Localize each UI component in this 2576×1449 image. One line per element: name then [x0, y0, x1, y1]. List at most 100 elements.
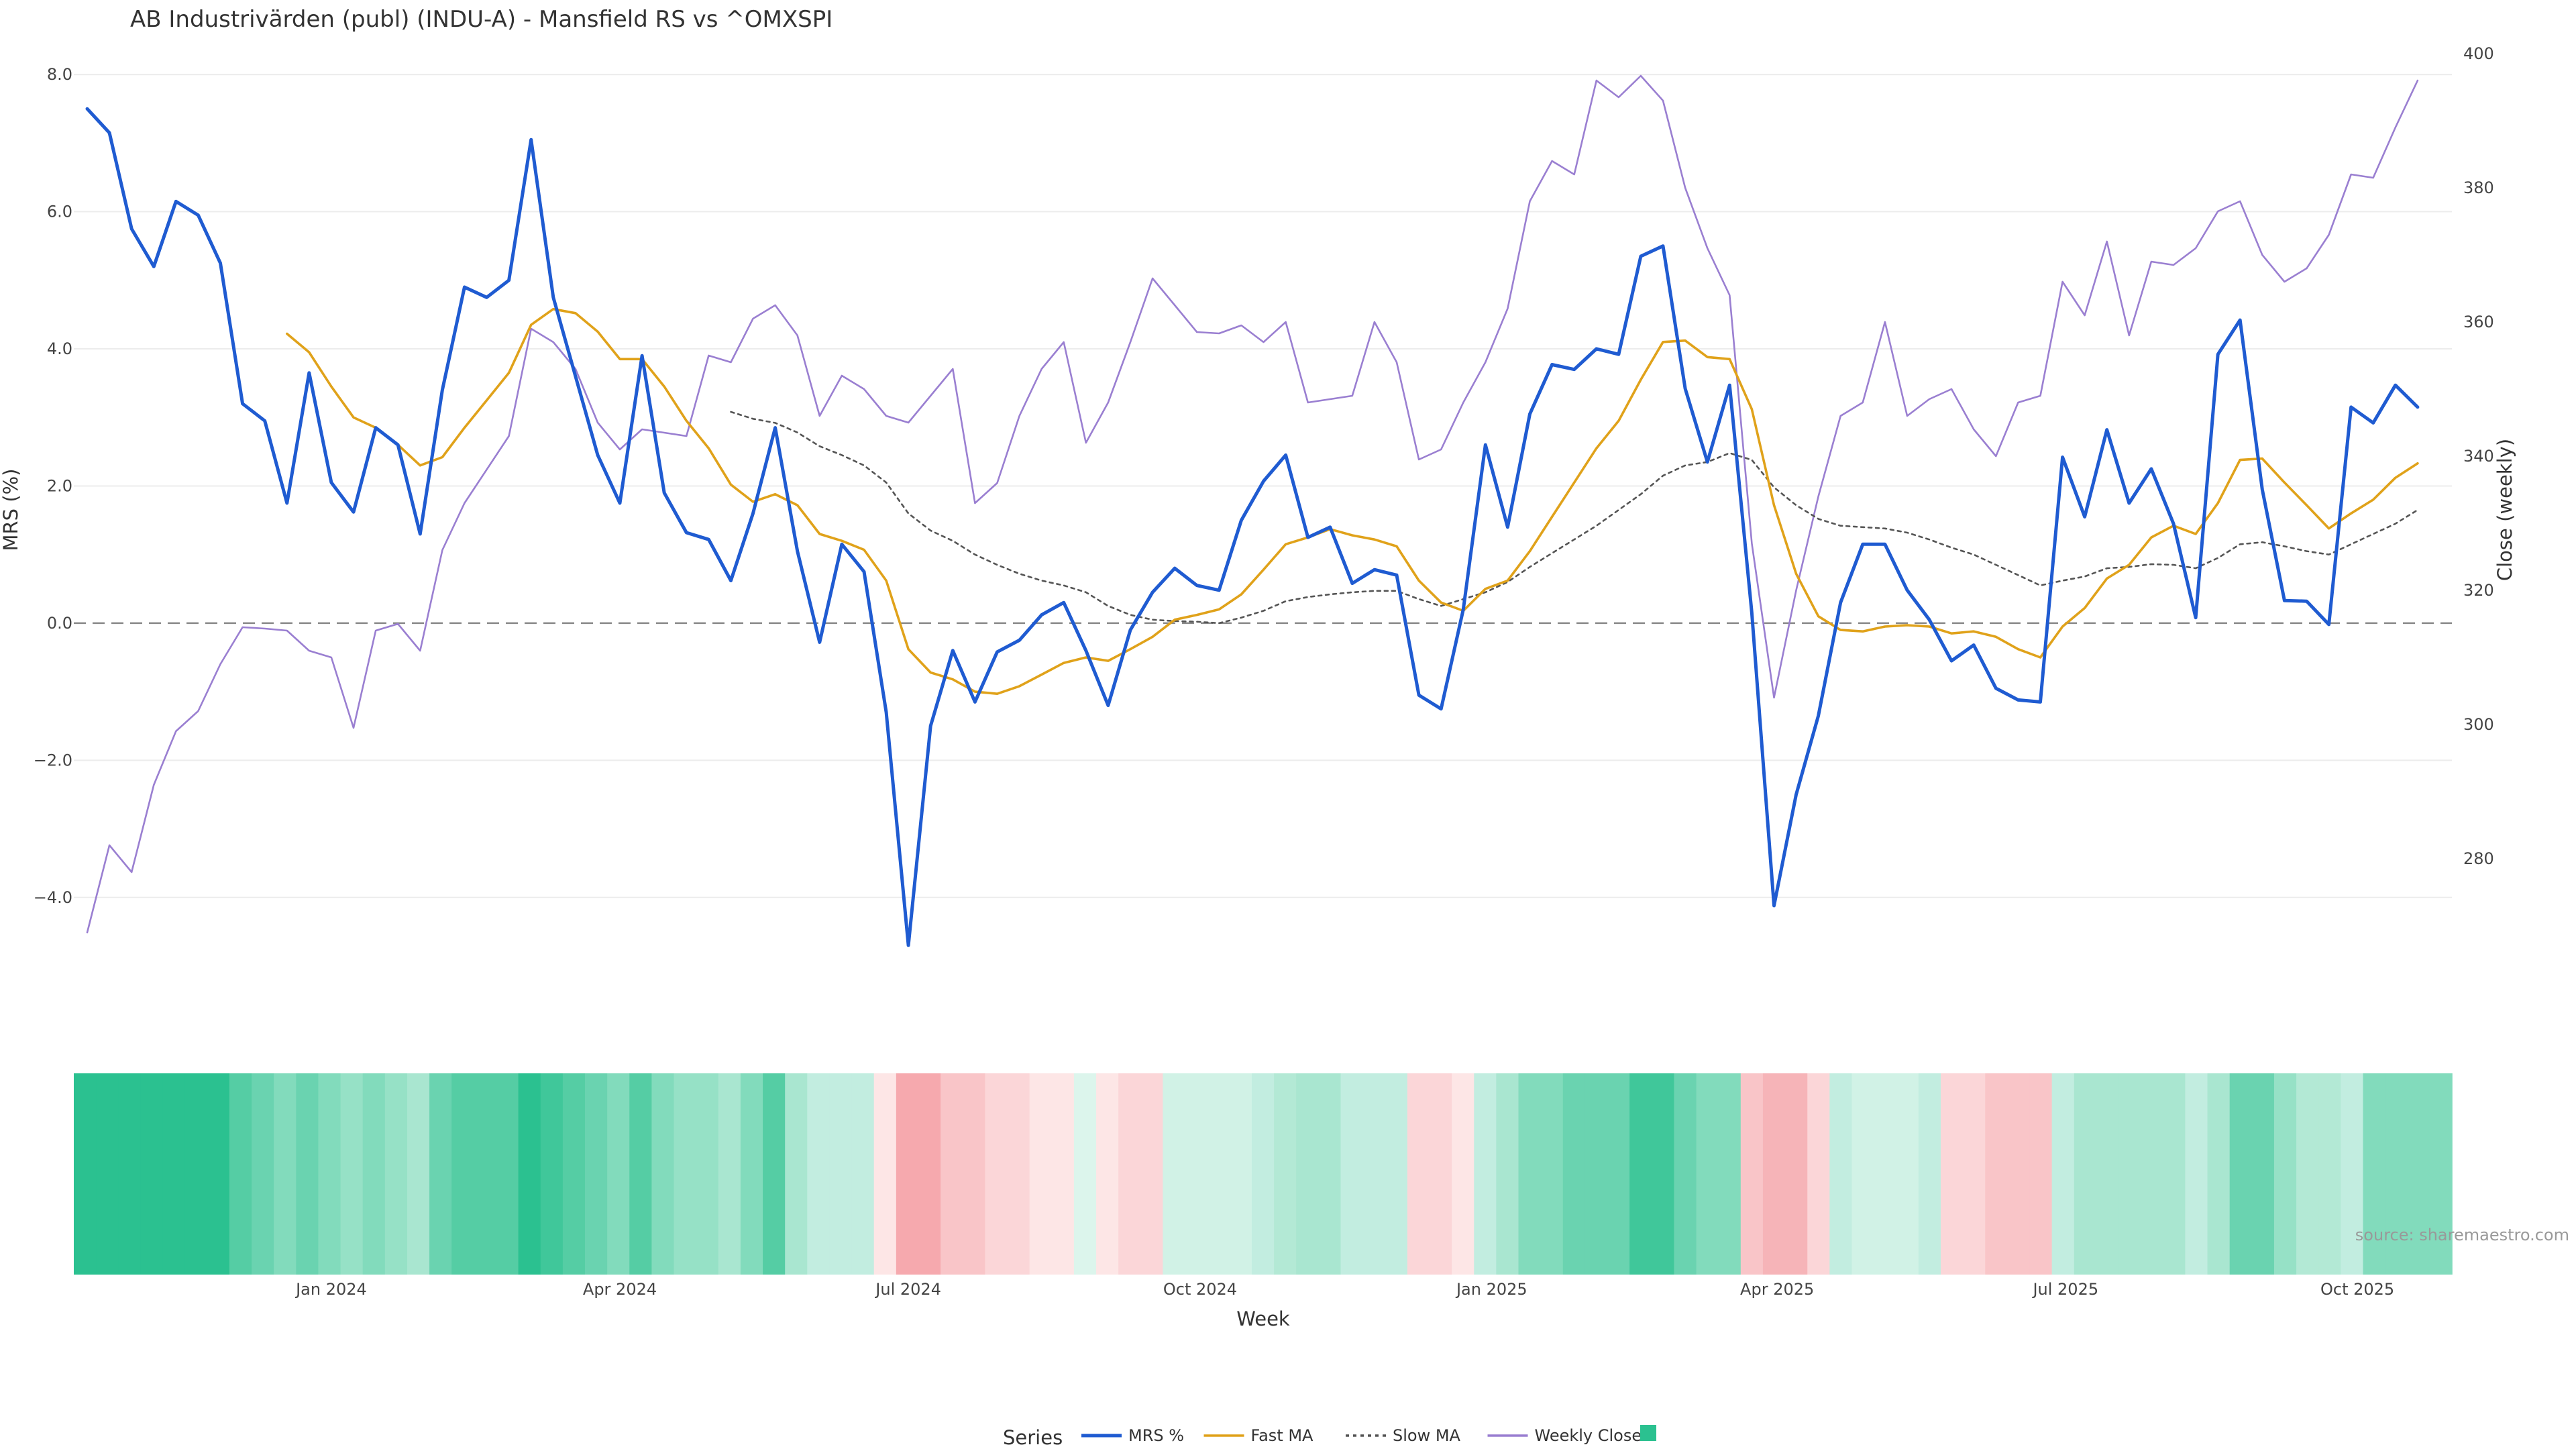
- legend: Series MRS % Fast MA Slow MA Weekly Close: [1003, 1425, 1656, 1449]
- heatmap-cell: [2096, 1073, 2119, 1275]
- gridlines: [74, 74, 2452, 898]
- heatmap-cell: [74, 1073, 97, 1275]
- heatmap-cell: [1274, 1073, 1297, 1275]
- left-axis-ticks: −4.0 −2.0 0.0 2.0 4.0 6.0 8.0: [34, 65, 72, 907]
- heatmap-cell: [2273, 1073, 2297, 1275]
- heatmap-cell: [1585, 1073, 1608, 1275]
- heatmap-cell: [985, 1073, 1008, 1275]
- heatmap-cell: [1518, 1073, 1542, 1275]
- heatmap-cell: [540, 1073, 564, 1275]
- heatmap-cell: [918, 1073, 941, 1275]
- heatmap-cell: [362, 1073, 386, 1275]
- heatmap-cell: [1540, 1073, 1564, 1275]
- heatmap-cell: [340, 1073, 364, 1275]
- x-axis-ticks: Jan 2024 Apr 2024 Jul 2024 Oct 2024 Jan 2025…: [294, 1280, 2394, 1299]
- x-tick-label: Oct 2025: [2320, 1280, 2394, 1299]
- heatmap-cell: [963, 1073, 986, 1275]
- heatmap-cell: [873, 1073, 897, 1275]
- heatmap-cell: [807, 1073, 830, 1275]
- heatmap-cell: [674, 1073, 697, 1275]
- heatmap-cell: [296, 1073, 319, 1275]
- heatmap-cell: [384, 1073, 408, 1275]
- heatmap-cell: [1140, 1073, 1164, 1275]
- y2-axis-label: Close (weekly): [2493, 439, 2516, 581]
- series-line-mrs: [85, 107, 2420, 947]
- series-line-slow-ma: [730, 411, 2419, 625]
- y-tick-label: 0.0: [47, 614, 72, 633]
- heatmap-cell: [1452, 1073, 1475, 1275]
- x-tick-label: Jan 2024: [294, 1280, 367, 1299]
- heatmap-cell: [1051, 1073, 1075, 1275]
- legend-label-fast-ma: Fast MA: [1251, 1426, 1314, 1445]
- heatmap-cell: [1362, 1073, 1386, 1275]
- y2-tick-label: 360: [2463, 313, 2494, 331]
- heatmap-cell: [1896, 1073, 1919, 1275]
- heatmap-cell: [1340, 1073, 1364, 1275]
- heatmap-cell: [1296, 1073, 1320, 1275]
- heatmap-cell: [2429, 1073, 2453, 1275]
- legend-label-mrs: MRS %: [1128, 1426, 1184, 1445]
- heatmap-cell: [1229, 1073, 1252, 1275]
- heatmap-cell: [2141, 1073, 2164, 1275]
- heatmap-cell: [207, 1073, 230, 1275]
- y-axis-label: MRS (%): [0, 469, 22, 551]
- heatmap-cell: [629, 1073, 653, 1275]
- heatmap-cell: [184, 1073, 208, 1275]
- heatmap-cell: [2118, 1073, 2141, 1275]
- source-note: source: sharemaestro.com: [2355, 1226, 2569, 1244]
- heatmap-cell: [518, 1073, 541, 1275]
- heatmap-strip: [74, 1073, 2453, 1275]
- heatmap-cell: [941, 1073, 964, 1275]
- x-tick-label: Oct 2024: [1163, 1280, 1237, 1299]
- heatmap-cell: [429, 1073, 453, 1275]
- x-tick-label: Jul 2024: [874, 1280, 941, 1299]
- y2-tick-label: 300: [2463, 715, 2494, 734]
- heatmap-cell: [1807, 1073, 1831, 1275]
- heatmap-cell: [1785, 1073, 1808, 1275]
- heatmap-cell: [851, 1073, 875, 1275]
- heatmap-cell: [696, 1073, 719, 1275]
- heatmap-cell: [118, 1073, 142, 1275]
- heatmap-cell: [2185, 1073, 2208, 1275]
- heatmap-cell: [2341, 1073, 2364, 1275]
- heatmap-cell: [1073, 1073, 1097, 1275]
- heatmap-cell: [2207, 1073, 2231, 1275]
- heatmap-cell: [2363, 1073, 2386, 1275]
- legend-label-slow-ma: Slow MA: [1393, 1426, 1461, 1445]
- heatmap-cell: [1674, 1073, 1697, 1275]
- heatmap-cell: [1029, 1073, 1053, 1275]
- heatmap-cell: [252, 1073, 274, 1275]
- heatmap-cell: [407, 1073, 430, 1275]
- heatmap-cell: [718, 1073, 741, 1275]
- chart-title: AB Industrivärden (publ) (INDU-A) - Mans…: [130, 6, 833, 33]
- x-tick-label: Apr 2024: [583, 1280, 657, 1299]
- heatmap-cell: [607, 1073, 631, 1275]
- heatmap-cell: [1118, 1073, 1142, 1275]
- heatmap-cell: [1385, 1073, 1408, 1275]
- heatmap-cell: [829, 1073, 853, 1275]
- heatmap-cell: [2318, 1073, 2342, 1275]
- heatmap-cell: [474, 1073, 497, 1275]
- heatmap-cell: [1096, 1073, 1119, 1275]
- heatmap-cell: [1985, 1073, 2008, 1275]
- heatmap-cell: [785, 1073, 808, 1275]
- heatmap-cell: [1207, 1073, 1230, 1275]
- heatmap-cell: [1562, 1073, 1586, 1275]
- heatmap-cell: [274, 1073, 297, 1275]
- heatmap-cell: [496, 1073, 519, 1275]
- right-axis-ticks: 280 300 320 340 360 380 400: [2463, 44, 2494, 868]
- heatmap-cell: [140, 1073, 164, 1275]
- heatmap-cell: [1696, 1073, 1719, 1275]
- heatmap-cell: [1963, 1073, 1986, 1275]
- legend-label-weekly-close: Weekly Close: [1535, 1426, 1642, 1445]
- heatmap-cell: [1407, 1073, 1430, 1275]
- heatmap-cell: [318, 1073, 341, 1275]
- y-tick-label: 6.0: [47, 203, 72, 221]
- y-tick-label: −4.0: [34, 888, 72, 907]
- heatmap-cell: [2074, 1073, 2097, 1275]
- heatmap-cell: [96, 1073, 119, 1275]
- heatmap-cell: [585, 1073, 608, 1275]
- heatmap-cell: [1429, 1073, 1452, 1275]
- series-line-fast-ma: [285, 307, 2419, 695]
